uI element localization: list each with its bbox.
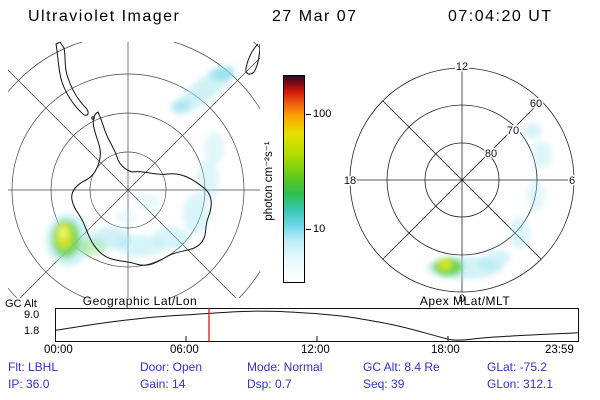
colorbar-tick-100 (306, 114, 311, 115)
altitude-strip-chart (55, 308, 579, 342)
colorbar-tick-10 (306, 229, 311, 230)
status-seq: Seq: 39 (363, 377, 405, 391)
header-time: 07:04:20 UT (448, 8, 553, 25)
colorbar (283, 75, 305, 283)
corner-coast (245, 43, 260, 75)
xtick-0000: 00:00 (44, 344, 73, 356)
status-ip: IP: 36.0 (8, 377, 50, 391)
status-door: Door: Open (140, 360, 203, 374)
mlt-label-6: 6 (569, 175, 575, 187)
status-gc-alt: GC Alt: 8.4 Re (363, 360, 440, 374)
geo-panel-caption: Geographic Lat/Lon (82, 294, 198, 308)
xtick-2359: 23:59 (545, 344, 574, 356)
colorbar-tick-label-10: 10 (313, 223, 326, 235)
strip-ytick-top: 9.0 (24, 309, 40, 321)
page-title: Ultraviolet Imager (28, 8, 181, 25)
mlt-label-0: 0 (459, 293, 465, 305)
colorbar-tick-label-100: 100 (313, 108, 332, 120)
apex-plot-panel: 12 18 6 0 60 70 80 (342, 60, 576, 306)
mlat-ring-label-60: 60 (530, 98, 542, 110)
status-dsp: Dsp: 0.7 (247, 377, 292, 391)
status-flt: Flt: LBHL (8, 360, 59, 374)
status-mode: Mode: Normal (247, 360, 323, 374)
xtick-0600: 06:00 (170, 344, 199, 356)
mlat-ring-label-80: 80 (485, 148, 497, 160)
south-america-coast (55, 42, 89, 116)
mlt-label-12: 12 (456, 61, 468, 73)
status-glon: GLon: 312.1 (487, 377, 554, 391)
status-glat: GLat: -75.2 (487, 360, 548, 374)
mlat-ring-label-70: 70 (507, 125, 519, 137)
mlt-label-18: 18 (344, 175, 356, 187)
apex-aurora-layer (426, 123, 552, 279)
strip-chart-ticks (185, 336, 449, 342)
coastlines (55, 42, 260, 266)
xtick-1200: 12:00 (301, 344, 330, 356)
colorbar-label: photon cm⁻²s⁻¹ (263, 141, 275, 221)
strip-ylabel: GC Alt (5, 298, 37, 310)
island (91, 116, 95, 120)
antarctica-coast (71, 111, 212, 266)
geographic-map-panel (8, 42, 260, 298)
geo-aurora-layer (46, 65, 235, 266)
strip-ytick-bottom: 1.8 (24, 325, 40, 337)
apex-panel-caption: Apex MLat/MLT (419, 294, 511, 308)
status-gain: Gain: 14 (140, 377, 186, 391)
xtick-1800: 18:00 (431, 344, 460, 356)
orbit-altitude-curve (55, 310, 579, 341)
header-date: 27 Mar 07 (272, 8, 358, 25)
